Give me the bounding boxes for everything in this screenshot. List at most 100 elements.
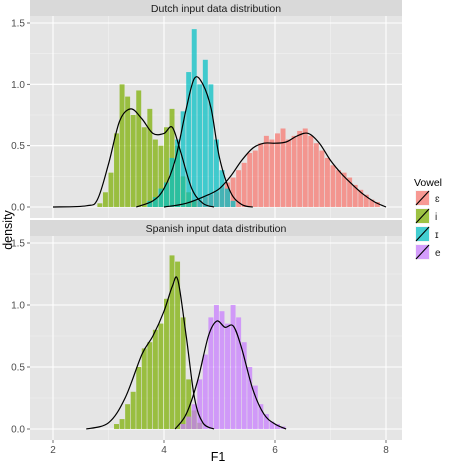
x-tick-label: 8 [383,445,389,456]
histogram-bar [258,143,264,207]
histogram-bar [363,194,369,207]
histogram-bar [191,29,197,208]
legend-title: Vowel [414,177,442,189]
histogram-bar [269,139,275,207]
histogram-bar [280,128,286,207]
histogram-bar [213,139,219,207]
histogram-bar [136,367,142,429]
histogram-bar [136,90,142,207]
histogram-bar [291,135,297,207]
histogram-bar [169,157,175,207]
histogram-bar [114,424,119,429]
histogram-bar [158,188,164,207]
series-i [114,255,203,429]
histogram-bar [186,416,192,429]
histogram-bar [152,197,158,207]
legend-key-line [415,208,430,224]
legend-key-line [415,244,430,260]
histogram-bar [263,414,269,429]
y-tick-label: 1.0 [11,301,25,312]
histogram-bar [180,424,186,429]
legend-label: e [435,248,441,259]
histogram-bar [119,84,125,207]
histogram-bar [191,404,197,429]
histogram-bar [147,200,153,207]
density-curve-ɛ [163,132,387,208]
histogram-bar [175,261,181,429]
panel-strip [30,220,402,236]
histogram-bar [130,391,136,429]
histogram-bar [374,202,380,207]
histogram-bar [202,354,208,429]
histogram-bar [252,385,258,429]
histogram-bar [352,184,358,207]
density-curve-e [174,320,287,430]
histogram-bar [147,108,153,207]
histogram-bar [219,170,225,207]
histogram-bar [247,367,253,429]
histogram-bar [230,305,236,429]
density-curve-i [86,276,215,430]
histogram-bar [347,177,353,207]
histogram-bar [141,348,147,429]
panel-title: Dutch input data distribution [151,3,281,15]
histogram-bar [197,84,203,207]
histogram-bar [302,128,308,207]
histogram-bar [241,162,247,207]
histogram-bar [230,200,236,207]
histogram-bar [186,379,192,429]
y-tick-label: 0.5 [11,363,25,374]
histogram-bar [164,127,169,207]
histogram-bar [175,139,181,207]
y-tick-label: 1.0 [11,80,25,91]
series-e [180,305,286,429]
histogram-bar [225,323,230,429]
histogram-bar [336,170,341,207]
histogram-bar [247,153,253,207]
histogram-bar [369,199,375,207]
histogram-bar [258,404,264,429]
panel-1: Dutch input data distribution 0.0 0.5 1.0 1.… [11,0,402,218]
histogram-bar [324,157,330,207]
y-tick-label: 1.5 [11,239,25,250]
histogram-bar [169,255,175,429]
histogram-bar [164,182,169,207]
histogram-bar [341,172,347,207]
histogram-bar [236,317,242,429]
x-tick-label: 6 [272,445,278,456]
histogram-bar [125,404,131,429]
histogram-bar [275,424,280,429]
x-axis-title: F1 [211,450,226,464]
histogram-bar [141,127,147,207]
histogram-bar [208,317,214,429]
histogram-bar [114,133,119,207]
histogram-bar [108,172,114,207]
histogram-bar [252,150,258,207]
y-tick-label: 0.5 [11,141,25,152]
legend-key-line [415,190,430,206]
histogram-bar [236,170,242,207]
histogram-bar [97,203,103,207]
histogram-bar [208,84,214,207]
histogram-bar [213,305,219,429]
x-tick-label: 4 [161,445,167,456]
y-tick-label: 0.0 [11,203,25,214]
histogram-bar [269,421,275,429]
histogram-bar [219,311,225,429]
histogram-bar [186,72,192,207]
legend-label: ɪ [435,230,439,241]
histogram-bar [102,192,108,207]
histogram-bar [130,115,136,207]
panel-strip [30,0,402,16]
histogram-bar [297,130,303,207]
y-tick-label: 0.0 [11,425,25,436]
histogram-bar [152,329,158,429]
legend-label: ɛ [435,194,440,205]
histogram-bar [164,298,169,429]
histogram-bar [308,135,314,207]
histogram-bar [313,143,319,207]
histogram-bar [286,139,292,207]
histogram-bar [158,323,164,429]
